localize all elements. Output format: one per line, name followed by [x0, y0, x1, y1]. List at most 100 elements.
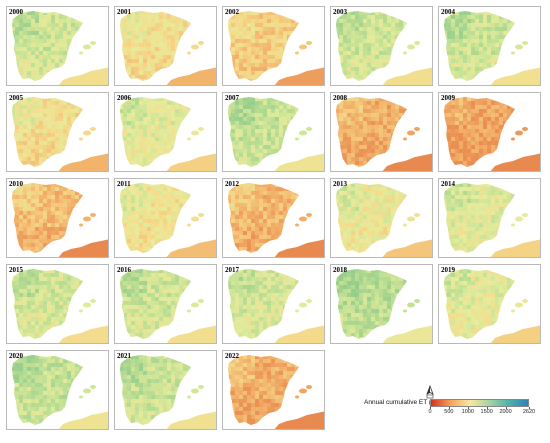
- balearic-island: [198, 299, 204, 303]
- map-panel-2014: 2014: [438, 178, 541, 258]
- map-panel-2015: 2015: [6, 264, 109, 344]
- balearic-island: [414, 213, 420, 217]
- africa-coast: [58, 153, 108, 171]
- balearic-island: [295, 137, 299, 141]
- balearic-island: [198, 385, 204, 389]
- legend-tick-label: 500: [444, 409, 454, 415]
- legend-tick-mark: [430, 407, 431, 409]
- legend-tick-mark: [529, 407, 530, 409]
- map-panel-2002: 2002: [222, 6, 325, 86]
- balearic-island: [295, 309, 299, 313]
- map-panel-2010: 2010: [6, 178, 109, 258]
- balearic-island: [407, 216, 415, 222]
- map-panel-2001: 2001: [114, 6, 217, 86]
- balearic-island: [187, 395, 191, 399]
- balearic-island: [295, 223, 299, 227]
- balearic-island: [306, 213, 312, 217]
- iberia-map: [120, 183, 216, 257]
- iberia-map: [336, 11, 432, 85]
- year-label: 2006: [117, 94, 131, 102]
- balearic-island: [79, 137, 83, 141]
- balearic-island: [191, 216, 199, 222]
- balearic-island: [511, 309, 515, 313]
- legend-tick-mark: [505, 407, 507, 409]
- balearic-island: [79, 51, 83, 55]
- iberia-map: [336, 183, 432, 257]
- legend-tick-label: 1500: [480, 409, 493, 415]
- iberia-map: [12, 11, 108, 85]
- balearic-island: [90, 299, 96, 303]
- africa-coast: [166, 411, 216, 429]
- iberia-map: [228, 11, 324, 85]
- africa-coast: [274, 67, 324, 85]
- balearic-island: [515, 44, 523, 50]
- balearic-island: [83, 388, 91, 394]
- north-arrow-icon: [426, 385, 434, 399]
- map-panel-2008: 2008: [330, 92, 433, 172]
- balearic-island: [407, 130, 415, 136]
- africa-coast: [490, 67, 540, 85]
- map-panel-2012: 2012: [222, 178, 325, 258]
- map-panel-2016: 2016: [114, 264, 217, 344]
- year-label: 2000: [9, 8, 23, 16]
- map-panel-2019: 2019: [438, 264, 541, 344]
- iberia-map: [12, 183, 108, 257]
- map-panel-2021: 2021: [114, 350, 217, 430]
- africa-coast: [274, 325, 324, 343]
- balearic-island: [522, 299, 528, 303]
- legend-tick-mark: [448, 407, 450, 409]
- iberia-map: [12, 355, 108, 429]
- balearic-island: [191, 44, 199, 50]
- balearic-island: [403, 309, 407, 313]
- year-label: 2019: [441, 266, 455, 274]
- balearic-island: [306, 385, 312, 389]
- map-panel-2018: 2018: [330, 264, 433, 344]
- balearic-island: [403, 137, 407, 141]
- balearic-island: [414, 299, 420, 303]
- balearic-island: [90, 213, 96, 217]
- africa-coast: [274, 411, 324, 429]
- balearic-island: [299, 130, 307, 136]
- iberia-map: [444, 11, 540, 85]
- balearic-island: [83, 216, 91, 222]
- balearic-island: [191, 302, 199, 308]
- legend-tick-label: 2000: [499, 409, 512, 415]
- balearic-island: [79, 395, 83, 399]
- africa-coast: [166, 325, 216, 343]
- balearic-island: [414, 41, 420, 45]
- balearic-island: [90, 41, 96, 45]
- balearic-island: [306, 127, 312, 131]
- map-panel-2000: 2000: [6, 6, 109, 86]
- africa-coast: [58, 239, 108, 257]
- legend-tick-label: 1000: [461, 409, 474, 415]
- year-label: 2013: [333, 180, 347, 188]
- balearic-island: [79, 309, 83, 313]
- balearic-island: [83, 302, 91, 308]
- africa-coast: [166, 67, 216, 85]
- africa-coast: [274, 239, 324, 257]
- year-label: 2021: [117, 352, 131, 360]
- balearic-island: [191, 130, 199, 136]
- year-label: 2003: [333, 8, 347, 16]
- balearic-island: [511, 137, 515, 141]
- year-label: 2014: [441, 180, 455, 188]
- year-label: 2017: [225, 266, 239, 274]
- balearic-island: [299, 44, 307, 50]
- balearic-island: [79, 223, 83, 227]
- map-panel-2007: 2007: [222, 92, 325, 172]
- map-panel-2020: 2020: [6, 350, 109, 430]
- iberia-map: [228, 355, 324, 429]
- year-label: 2008: [333, 94, 347, 102]
- legend-title: Annual cumulative ET (mm): [364, 399, 445, 406]
- legend-tick-label: 2620: [522, 409, 536, 415]
- year-label: 2015: [9, 266, 23, 274]
- africa-coast: [382, 153, 432, 171]
- balearic-island: [83, 44, 91, 50]
- balearic-island: [299, 388, 307, 394]
- iberia-map: [120, 11, 216, 85]
- iberia-map: [336, 97, 432, 171]
- africa-coast: [166, 153, 216, 171]
- balearic-island: [295, 51, 299, 55]
- africa-coast: [166, 239, 216, 257]
